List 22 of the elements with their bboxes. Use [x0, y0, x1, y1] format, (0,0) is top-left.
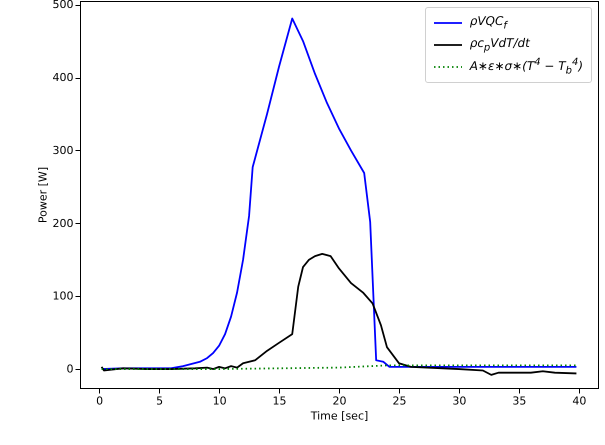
legend-label: ρc$_{p}$VdT/dt	[470, 36, 530, 54]
x-tick-label: 35	[512, 394, 526, 408]
legend-label: A∗ε∗σ∗(T$^{4}$ − T$_{b}$$^{4}$)	[470, 57, 583, 77]
x-axis-title: Time [sec]	[310, 410, 368, 422]
y-tick-label: 300	[52, 144, 74, 157]
x-tick-label: 0	[96, 394, 104, 408]
x-tick-label: 30	[452, 394, 466, 408]
line-series	[100, 18, 578, 370]
y-tick-label: 200	[52, 216, 74, 230]
x-tick-label: 5	[156, 394, 164, 408]
y-tick-label: 500	[52, 0, 74, 12]
x-tick-label: 10	[212, 394, 227, 408]
y-tick-label: 400	[52, 71, 74, 84]
legend-label: ρVQC$_{f}$	[470, 14, 507, 32]
x-tick-label: 15	[272, 394, 287, 408]
x-tick-label: 40	[572, 394, 586, 408]
line-series	[100, 253, 578, 376]
y-tick-label: 100	[52, 290, 74, 303]
y-axis-title: Power [W]	[36, 166, 50, 224]
x-tick-label: 20	[332, 394, 346, 408]
x-tick-label: 25	[392, 394, 406, 408]
y-tick-label: 0	[66, 362, 74, 376]
